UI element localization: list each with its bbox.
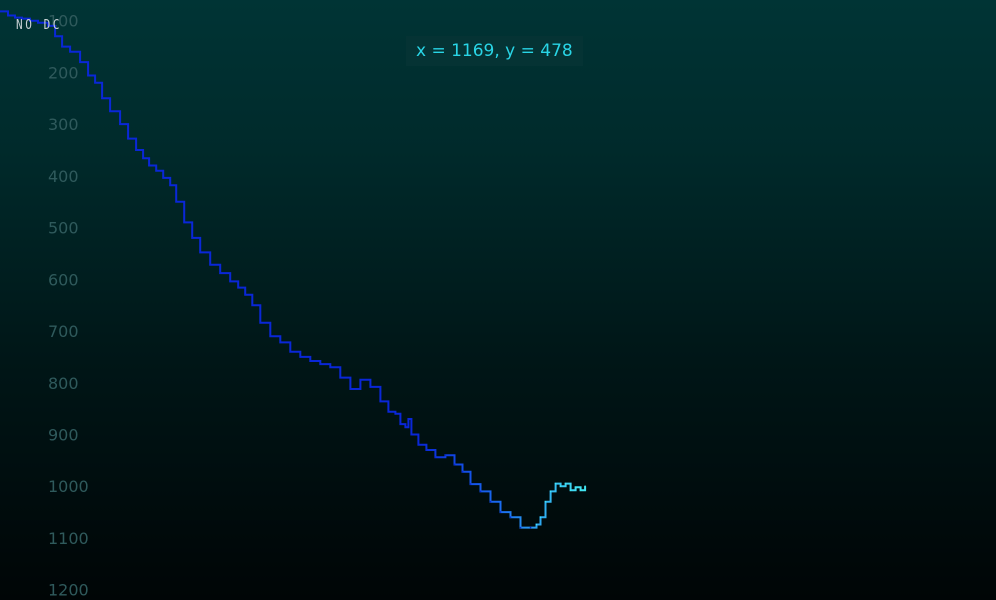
series-point xyxy=(127,137,129,140)
series-point xyxy=(469,483,472,485)
series-point xyxy=(279,341,282,344)
series-point xyxy=(554,482,557,485)
series-point xyxy=(410,433,413,436)
y-tick-label: 1100 xyxy=(48,529,89,548)
series-point xyxy=(529,526,532,529)
series-point xyxy=(453,463,456,466)
series-point xyxy=(14,16,16,19)
series-point xyxy=(244,294,246,296)
series-point xyxy=(259,322,262,324)
series-point xyxy=(148,164,150,167)
cursor-readout: x = 1169, y = 478 xyxy=(406,36,583,66)
series-point xyxy=(142,157,144,160)
series-point xyxy=(191,237,193,239)
series-point xyxy=(434,456,437,459)
series-point xyxy=(499,511,502,513)
series-point xyxy=(119,123,121,125)
series-point xyxy=(237,286,239,289)
y-tick-label: 700 xyxy=(48,322,79,341)
series-point xyxy=(54,35,56,37)
series-point xyxy=(37,22,39,24)
series-point xyxy=(444,454,447,457)
series-point xyxy=(549,490,552,493)
series-point xyxy=(579,489,582,492)
series-point xyxy=(251,304,254,307)
series-point xyxy=(417,444,420,446)
series-point xyxy=(329,366,332,369)
series-point xyxy=(21,17,23,20)
series-point xyxy=(509,516,512,518)
series-point xyxy=(7,14,9,17)
series-point xyxy=(229,280,231,283)
series-point xyxy=(349,388,352,390)
series-point xyxy=(219,272,221,274)
series-point xyxy=(289,350,292,353)
series-point xyxy=(369,386,372,388)
y-tick-label: 1000 xyxy=(48,477,89,496)
series-point xyxy=(339,376,342,379)
series-point xyxy=(209,264,211,266)
series-point xyxy=(175,200,177,203)
series-point xyxy=(109,110,111,112)
series-line-path xyxy=(0,10,587,529)
series-point xyxy=(309,360,312,362)
y-tick-label: 800 xyxy=(48,374,79,393)
series-point xyxy=(519,526,522,529)
y-tick-label: 300 xyxy=(48,115,79,134)
series-point xyxy=(79,61,81,63)
series-point xyxy=(535,523,538,526)
series-point xyxy=(425,449,428,451)
series-point xyxy=(359,378,362,381)
y-tick-label: 600 xyxy=(48,270,79,289)
series-points xyxy=(0,10,586,529)
series-point xyxy=(569,489,572,492)
series-point xyxy=(162,177,164,179)
series-point xyxy=(94,82,96,84)
y-tick-label: 900 xyxy=(48,425,79,444)
series-point xyxy=(559,485,562,488)
series-point xyxy=(135,149,137,151)
series-point xyxy=(183,221,185,224)
series-point xyxy=(574,486,577,489)
series-point xyxy=(69,50,71,53)
series-point xyxy=(87,74,89,77)
series-point xyxy=(404,426,407,429)
series-point xyxy=(544,500,547,503)
series-point xyxy=(489,500,492,503)
series-point xyxy=(479,490,482,493)
series-point xyxy=(61,45,63,48)
series-point xyxy=(299,356,302,358)
y-tick-label: 1200 xyxy=(48,581,89,600)
series-point xyxy=(0,10,1,13)
series-point xyxy=(379,400,382,403)
no-dc-indicator: NO DC xyxy=(16,18,63,33)
series-point xyxy=(169,184,171,186)
series-point xyxy=(407,418,410,420)
series-point xyxy=(584,485,586,488)
series-point xyxy=(399,423,402,425)
series-point xyxy=(394,413,397,415)
series-point xyxy=(319,363,322,365)
series-point xyxy=(539,516,542,518)
y-tick-label: 200 xyxy=(48,63,79,82)
series-point xyxy=(387,410,390,413)
y-tick-label: 400 xyxy=(48,167,79,186)
series-point xyxy=(564,482,567,485)
series-point xyxy=(155,169,157,172)
series-point xyxy=(47,25,49,27)
y-tick-label: 500 xyxy=(48,219,79,238)
series-point xyxy=(461,470,464,473)
series-point xyxy=(199,251,201,254)
series-point xyxy=(29,19,31,22)
series-point xyxy=(101,97,103,100)
series-point xyxy=(269,335,272,338)
